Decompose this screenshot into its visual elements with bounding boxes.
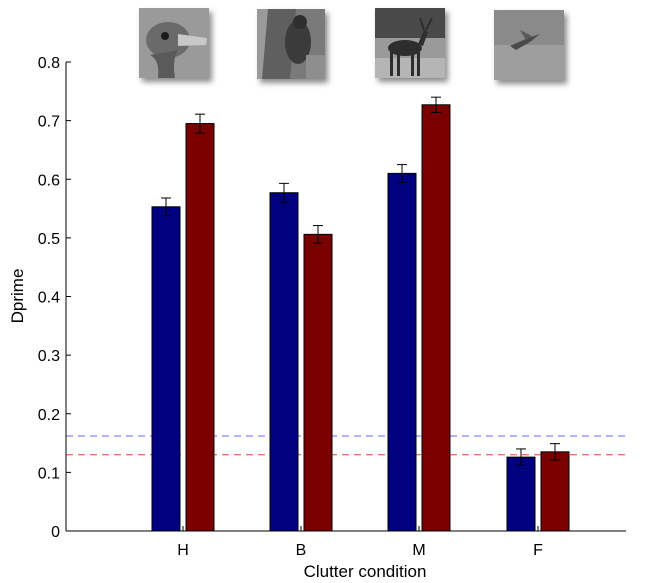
error-bar-F-series-1 <box>516 448 526 466</box>
error-bar-B-series-2 <box>313 225 323 244</box>
x-axis-title: Clutter condition <box>304 562 427 581</box>
bar-B-series-1 <box>269 192 299 532</box>
x-tick-label: F <box>533 542 543 559</box>
x-tick-label: H <box>177 542 189 559</box>
error-bar-H-series-1 <box>161 197 171 217</box>
x-tick-label: B <box>296 542 307 559</box>
y-tick-label: 0 <box>51 524 60 541</box>
bar-group <box>151 104 570 532</box>
animal-on-tree-photo <box>257 9 325 79</box>
y-tick-label: 0.6 <box>38 172 60 189</box>
deer-in-field-photo <box>375 8 445 78</box>
y-tick-label: 0.1 <box>38 465 60 482</box>
error-bar-F-series-2 <box>550 443 560 461</box>
error-bars <box>161 96 560 466</box>
error-bar-M-series-1 <box>397 164 407 183</box>
bird-in-sky-photo <box>494 10 564 80</box>
y-ticks: 0 0.1 0.2 0.3 0.4 0.5 0.6 0.7 0.8 <box>38 55 71 541</box>
y-tick-label: 0.4 <box>38 290 60 307</box>
y-tick-label: 0.7 <box>38 114 60 131</box>
y-tick-label: 0.5 <box>38 231 60 248</box>
y-axis-title: Dprime <box>8 269 27 324</box>
y-tick-label: 0.8 <box>38 55 60 72</box>
bar-H-series-2 <box>185 123 215 532</box>
error-bar-B-series-1 <box>279 182 289 203</box>
x-tick-label: M <box>412 542 425 559</box>
bar-H-series-1 <box>151 206 181 532</box>
bar-B-series-2 <box>303 233 333 532</box>
error-bar-M-series-2 <box>431 96 441 113</box>
bar-M-series-1 <box>387 172 417 532</box>
category-thumbnails <box>139 8 564 80</box>
reference-lines <box>66 435 626 456</box>
y-tick-label: 0.3 <box>38 348 60 365</box>
bar-F-series-1 <box>506 456 536 532</box>
bar-F-series-2 <box>540 451 570 532</box>
ostrich-head-photo <box>139 8 209 78</box>
bar-M-series-2 <box>421 104 451 532</box>
error-bar-H-series-2 <box>195 113 205 134</box>
y-tick-label: 0.2 <box>38 407 60 424</box>
